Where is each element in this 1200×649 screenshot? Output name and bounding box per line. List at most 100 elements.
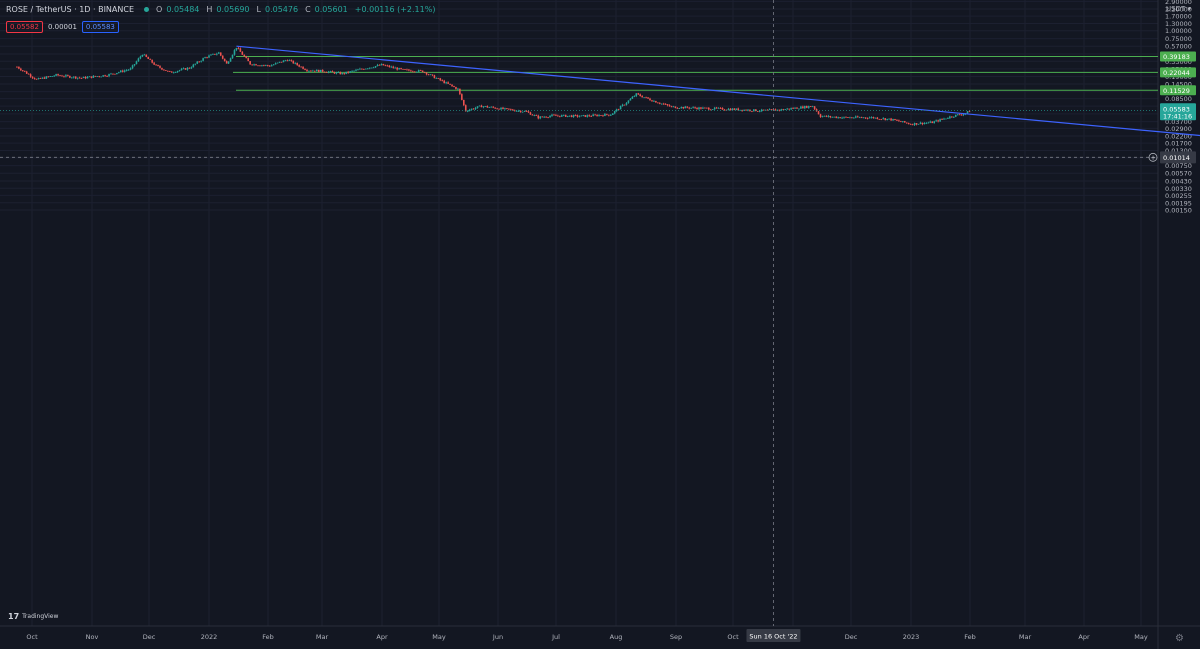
candle-body bbox=[463, 99, 465, 106]
candle-body bbox=[954, 114, 957, 117]
candle-body bbox=[437, 78, 440, 79]
close-label: C bbox=[305, 5, 311, 14]
candle-body bbox=[174, 72, 177, 73]
candle-body bbox=[267, 65, 269, 66]
candle-body bbox=[925, 122, 928, 124]
candle-body bbox=[453, 86, 455, 88]
candle-body bbox=[784, 109, 787, 111]
candle-body bbox=[80, 77, 83, 79]
candle-body bbox=[659, 103, 661, 104]
currency-unit-dropdown[interactable]: USDT ▾ bbox=[1166, 5, 1191, 13]
candle-body bbox=[488, 107, 491, 108]
candle-body bbox=[378, 64, 381, 66]
candle-body bbox=[157, 64, 159, 67]
candle-body bbox=[429, 74, 432, 76]
candle-body bbox=[374, 66, 377, 68]
candle-body bbox=[223, 58, 226, 61]
x-tick-label: Sep bbox=[670, 633, 682, 641]
candle-body bbox=[74, 76, 77, 79]
candle-body bbox=[161, 67, 163, 70]
candle-body bbox=[821, 116, 824, 118]
candle-body bbox=[858, 117, 861, 119]
candle-body bbox=[53, 75, 55, 77]
candle-body bbox=[678, 108, 681, 109]
candle-body bbox=[51, 76, 53, 77]
candle-body bbox=[674, 106, 677, 109]
candle-body bbox=[933, 121, 935, 124]
candle-body bbox=[719, 107, 722, 109]
candle-body bbox=[825, 115, 828, 117]
candle-body bbox=[325, 72, 328, 73]
candle-body bbox=[284, 60, 287, 62]
candle-body bbox=[929, 121, 932, 123]
candle-body bbox=[670, 106, 673, 108]
candle-body bbox=[598, 115, 600, 117]
symbol-header: ROSE / TetherUS · 1D · BINANCE O 0.05484 … bbox=[6, 5, 438, 14]
candle-body bbox=[682, 107, 685, 109]
candle-body bbox=[31, 76, 34, 78]
candle-body bbox=[259, 65, 261, 67]
candle-body bbox=[600, 115, 602, 116]
candle-body bbox=[655, 100, 657, 103]
settings-gear-icon[interactable]: ⚙ bbox=[1175, 633, 1184, 644]
candle-body bbox=[255, 64, 257, 66]
candle-body bbox=[647, 97, 649, 99]
add-alert-icon[interactable] bbox=[1148, 152, 1158, 162]
symbol-title[interactable]: ROSE / TetherUS · 1D · BINANCE bbox=[6, 5, 135, 14]
candle-body bbox=[188, 67, 191, 69]
candle-body bbox=[147, 56, 150, 59]
candle-body bbox=[319, 69, 322, 72]
candle-body bbox=[696, 107, 698, 110]
candle-body bbox=[380, 63, 383, 66]
x-tick-label: Mar bbox=[1019, 633, 1032, 641]
candle-body bbox=[476, 106, 479, 108]
candle-body bbox=[809, 106, 812, 107]
low-label: L bbox=[256, 5, 261, 14]
y-tick-label: 0.33000 bbox=[1165, 58, 1192, 66]
x-tick-label: Mar bbox=[316, 633, 329, 641]
candle-body bbox=[610, 115, 612, 116]
open-value: 0.05484 bbox=[166, 5, 200, 14]
candle-body bbox=[445, 82, 447, 84]
y-tick-label: 1.70000 bbox=[1165, 13, 1192, 21]
candle-body bbox=[355, 69, 357, 71]
candle-body bbox=[551, 114, 553, 116]
candle-body bbox=[390, 66, 393, 68]
candle-body bbox=[602, 115, 604, 117]
candle-body bbox=[508, 108, 510, 110]
candle-body bbox=[564, 114, 567, 117]
candle-body bbox=[480, 105, 483, 108]
candle-body bbox=[412, 71, 414, 73]
candle-body bbox=[796, 107, 798, 109]
sell-price-button[interactable]: 0.05582 bbox=[6, 21, 43, 33]
candle-body bbox=[312, 70, 314, 72]
candle-body bbox=[449, 83, 451, 85]
candle-body bbox=[762, 109, 765, 111]
spread-value: 0.00001 bbox=[47, 23, 77, 31]
candle-body bbox=[270, 65, 273, 67]
trendline[interactable] bbox=[236, 45, 1200, 137]
candle-body bbox=[943, 118, 945, 120]
buy-price-button[interactable]: 0.05583 bbox=[81, 21, 119, 33]
candle-body bbox=[398, 68, 400, 70]
candle-body bbox=[439, 78, 442, 81]
candle-body bbox=[680, 107, 683, 109]
market-status-icon bbox=[144, 7, 150, 12]
crosshair-date-label: Sun 16 Oct '22 bbox=[749, 633, 797, 641]
candle-body bbox=[341, 73, 344, 75]
candle-body bbox=[835, 116, 837, 118]
candle-body bbox=[302, 66, 304, 69]
candle-body bbox=[502, 107, 504, 110]
candle-body bbox=[539, 116, 542, 119]
candle-body bbox=[709, 109, 712, 111]
candle-body bbox=[651, 100, 653, 102]
candle-body bbox=[170, 71, 173, 73]
candle-body bbox=[310, 70, 312, 72]
candle-body bbox=[900, 121, 902, 123]
candle-body bbox=[29, 74, 32, 77]
level-price-tag bbox=[1160, 67, 1196, 78]
candle-body bbox=[163, 69, 165, 71]
candle-body bbox=[200, 60, 202, 62]
candle-body bbox=[704, 107, 706, 109]
